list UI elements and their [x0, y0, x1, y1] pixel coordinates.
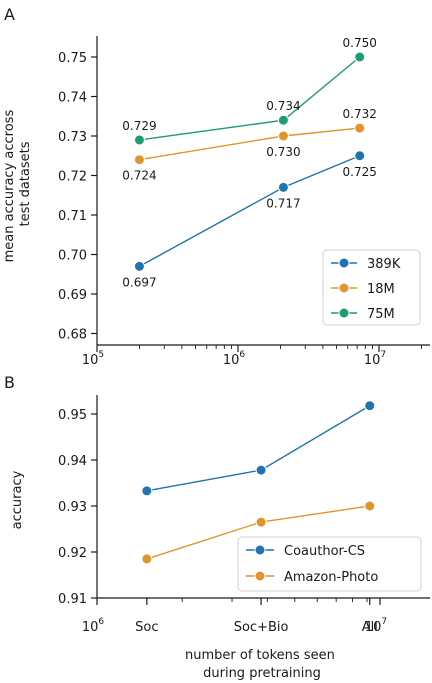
y-tick-label: 0.94	[58, 454, 87, 469]
data-point	[141, 485, 153, 497]
series-coauthor-cs	[141, 400, 376, 497]
x-category-label: All	[362, 620, 378, 635]
x-tick-exponent: 6	[239, 350, 245, 360]
series-line	[146, 405, 371, 492]
data-label: 0.730	[266, 145, 300, 159]
legend-label: Amazon-Photo	[284, 570, 378, 585]
y-tick-label: 0.72	[58, 170, 87, 185]
legend-label: Coauthor-CS	[284, 544, 365, 559]
series-line	[139, 127, 360, 161]
legend-swatch-marker	[338, 307, 350, 319]
legend-label: 75M	[367, 307, 395, 322]
data-point	[133, 134, 145, 146]
panel-a-series: 0.697 0.717 0.725 0.724 0.730 0.732 0.729 0.734…	[122, 36, 377, 289]
x-tick-base: 10	[223, 353, 240, 368]
data-label: 0.732	[343, 107, 377, 121]
x-tick-exponent: 6	[98, 617, 104, 627]
y-tick-label: 0.73	[58, 130, 87, 145]
data-point	[354, 51, 366, 63]
legend-swatch-marker	[338, 282, 350, 294]
y-tick-label: 0.91	[58, 592, 87, 607]
data-point	[141, 553, 153, 565]
x-tick-label: 105	[82, 350, 104, 368]
panel-b-xlabel-line-1: number of tokens seen	[185, 648, 335, 663]
data-point	[255, 464, 267, 476]
data-label: 0.717	[266, 196, 300, 210]
panel-b-series	[141, 400, 376, 565]
panel-b-legend-box	[237, 536, 422, 592]
legend-label: 18M	[367, 282, 395, 297]
y-tick-label: 0.95	[58, 408, 87, 423]
x-tick-base: 10	[364, 353, 381, 368]
panel-a: A mean accuracy accross test datasets 0.…	[2, 5, 430, 368]
x-tick-label: 107	[364, 350, 386, 368]
series-18m: 0.724 0.730 0.732	[122, 107, 377, 183]
x-tick-label: 107	[365, 617, 387, 635]
x-category-label: Soc+Bio	[234, 620, 289, 635]
panel-a-legend-box	[322, 249, 421, 326]
x-tick-exponent: 5	[98, 350, 104, 360]
data-point	[277, 130, 289, 142]
panel-b: B accuracy 0.910.920.930.940.95 106 107So…	[4, 373, 430, 681]
panel-b-y-ticks: 0.91 0.92 0.93 0.94 0.95	[58, 408, 97, 607]
x-tick-base: 10	[82, 353, 99, 368]
panel-b-label: B	[4, 373, 15, 392]
x-tick-label: 106	[223, 350, 246, 368]
panel-b-xlabel: number of tokens seen during pretraining	[185, 648, 339, 681]
data-point	[354, 150, 366, 162]
panel-a-ylabel: mean accuracy accross test datasets	[2, 106, 33, 263]
x-category-label: Soc	[135, 620, 158, 635]
y-tick-label: 0.93	[58, 500, 87, 515]
x-tick-exponent: 7	[381, 617, 387, 627]
y-tick-label: 0.74	[58, 91, 87, 106]
data-point	[277, 181, 289, 193]
data-point	[277, 114, 289, 126]
data-label: 0.734	[266, 99, 300, 113]
series-amazon-photo	[141, 500, 376, 565]
data-point	[133, 260, 145, 272]
y-tick-label: 0.75	[58, 51, 87, 66]
x-tick-exponent: 7	[380, 350, 386, 360]
data-label: 0.729	[122, 119, 156, 133]
data-point	[364, 500, 376, 512]
x-tick-base: 10	[365, 620, 382, 635]
panel-a-y-ticks: 0.68 0.69 0.70 0.71 0.72 0.73 0.74 0.75	[58, 51, 97, 343]
data-label: 0.724	[122, 169, 156, 183]
x-tick-label: 106	[82, 617, 105, 635]
series-389k: 0.697 0.717 0.725	[122, 150, 377, 289]
data-point	[133, 154, 145, 166]
y-tick-label: 0.70	[58, 249, 87, 264]
series-75m: 0.729 0.734 0.750	[122, 36, 377, 146]
panel-b-ylabel: accuracy	[10, 470, 25, 529]
y-tick-label: 0.71	[58, 209, 87, 224]
panel-a-ylabel-line-2: test datasets	[18, 141, 33, 226]
panel-a-x-ticks: 105 106 107	[82, 345, 422, 368]
panel-a-ylabel-line-1: mean accuracy accross	[2, 110, 17, 263]
panel-a-label: A	[4, 5, 15, 24]
x-tick-base: 10	[82, 620, 99, 635]
data-point	[354, 122, 366, 134]
legend-swatch-marker	[254, 570, 266, 582]
data-label: 0.697	[122, 275, 156, 289]
panel-a-legend: 389K 18M 75M	[322, 249, 421, 326]
legend-label: 389K	[367, 257, 401, 272]
legend-swatch-marker	[338, 257, 350, 269]
series-line	[139, 56, 361, 141]
y-tick-label: 0.68	[58, 328, 87, 343]
legend-swatch-marker	[254, 544, 266, 556]
data-point	[364, 400, 376, 412]
panel-b-legend: Coauthor-CS Amazon-Photo	[237, 536, 422, 592]
data-point	[255, 516, 267, 528]
panel-b-xlabel-line-2: during pretraining	[203, 666, 321, 681]
y-tick-label: 0.92	[58, 546, 87, 561]
data-label: 0.725	[343, 165, 377, 179]
data-label: 0.750	[343, 36, 377, 50]
y-tick-label: 0.69	[58, 288, 87, 303]
